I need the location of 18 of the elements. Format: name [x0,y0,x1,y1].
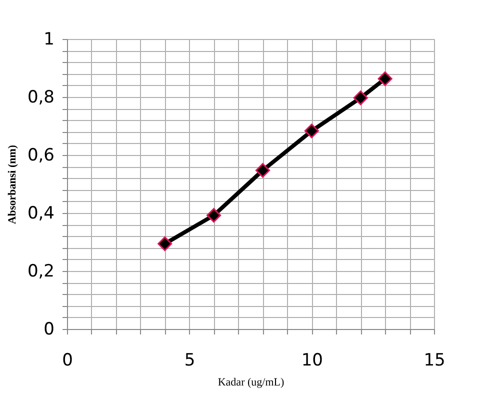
point [158,236,172,252]
y-axis-title: Absorbansi (nm) [6,144,18,224]
x-tick-label: 15 [424,350,446,370]
x-axis-title: Kadar (ug/mL) [218,376,284,388]
y-tick-label: 0,4 [27,204,54,224]
y-tick-label: 0,8 [27,88,54,108]
y-tick-label: 0 [44,320,54,340]
x-tick-label: 0 [62,350,73,370]
point [206,208,222,223]
point [353,90,368,106]
x-tick-label: 10 [301,350,323,370]
y-tick-label: 0,6 [27,146,54,166]
point [304,124,319,138]
y-tick-label: 0,2 [27,262,54,282]
point [255,163,270,178]
y-tick-label: 1 [44,30,54,50]
point [378,71,392,86]
x-tick-label: 5 [184,350,196,370]
